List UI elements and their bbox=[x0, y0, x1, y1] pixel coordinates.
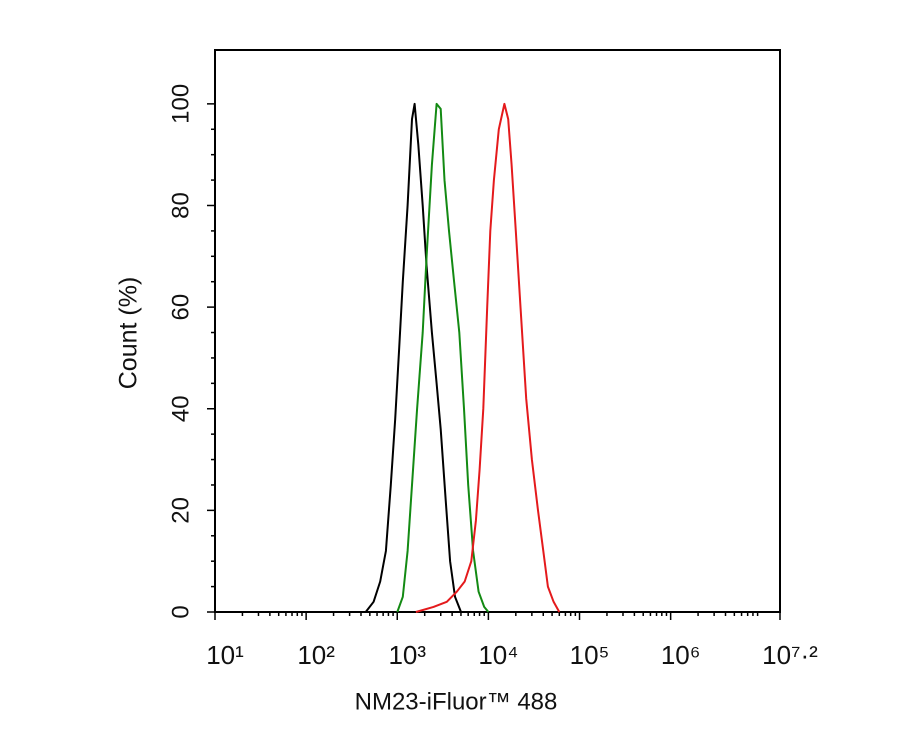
x-tick-label: 10⁵ bbox=[570, 640, 610, 670]
plot-frame bbox=[214, 49, 781, 613]
x-tick-label: 10² bbox=[297, 640, 335, 670]
x-tick-label: 10¹ bbox=[206, 640, 244, 670]
x-tick-label: 10³ bbox=[388, 640, 426, 670]
y-tick-label: 60 bbox=[167, 294, 194, 321]
y-tick-label: 0 bbox=[167, 605, 194, 618]
x-tick-label: 10⁶ bbox=[661, 640, 701, 670]
x-tick-label: 10⁴ bbox=[478, 640, 518, 670]
y-tick-label: 80 bbox=[167, 192, 194, 219]
histogram-line bbox=[415, 102, 561, 613]
histogram-line bbox=[364, 102, 462, 613]
y-tick-label: 40 bbox=[167, 395, 194, 422]
x-tick-label: 10⁷·² bbox=[762, 640, 818, 670]
y-axis-title: Count (%) bbox=[115, 277, 143, 390]
y-tick-label: 100 bbox=[167, 84, 194, 124]
x-axis-title: NM23-iFluor™ 488 bbox=[355, 688, 558, 715]
y-tick-label: 20 bbox=[167, 497, 194, 524]
histogram-line bbox=[396, 102, 490, 613]
